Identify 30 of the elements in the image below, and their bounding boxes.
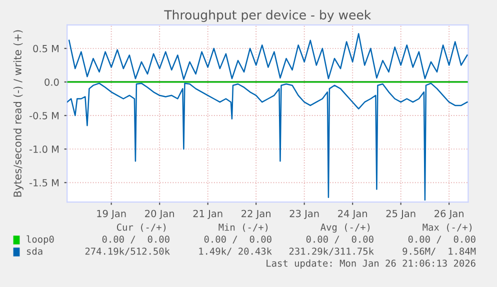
text: 9.56M/ 1.84M (402, 248, 476, 256)
x-tick-label: 21 Jan (193, 210, 222, 220)
y-tick-label: 0.5 M (33, 44, 59, 52)
chart-title: Throughput per device - by week (164, 10, 372, 22)
text: 0.00 / 0.00 (306, 236, 374, 244)
text: 0.00 / 0.00 (204, 236, 272, 244)
x-tick-label: 19 Jan (97, 210, 126, 220)
text: 0.00 / 0.00 (408, 236, 476, 244)
x-tick-label: 24 Jan (338, 210, 367, 220)
text: Max (-/+) (422, 223, 472, 232)
x-tick-label: 20 Jan (145, 210, 174, 220)
text: 0.00 / 0.00 (102, 236, 170, 244)
x-tick-label: 23 Jan (290, 210, 319, 220)
text: 1.49k/ 20.43k (199, 247, 272, 256)
y-tick-label: -1.0 M (29, 146, 59, 153)
text: Last update: Mon Jan 26 21:06:13 2026 (266, 259, 476, 269)
y-tick-label: -1.5 M (29, 179, 59, 186)
y-tick-label: -0.5 M (29, 112, 59, 120)
y-tick-label: 0.0 (44, 78, 59, 86)
text: Min (-/+) (218, 223, 268, 232)
legend-label: loop0 (26, 235, 54, 245)
text: 274.19k/512.50k (85, 247, 170, 256)
x-tick-label: 26 Jan (434, 210, 464, 220)
text: Cur (-/+) (116, 223, 166, 232)
text: Avg (-/+) (320, 223, 370, 233)
legend-label: sda (26, 247, 42, 255)
y-axis-title: Bytes/second read (-) / write (+) (13, 30, 24, 197)
x-tick-label: 22 Jan (242, 210, 270, 220)
x-tick-label: 25 Jan (386, 210, 416, 220)
text: 231.29k/311.75k (289, 247, 374, 256)
